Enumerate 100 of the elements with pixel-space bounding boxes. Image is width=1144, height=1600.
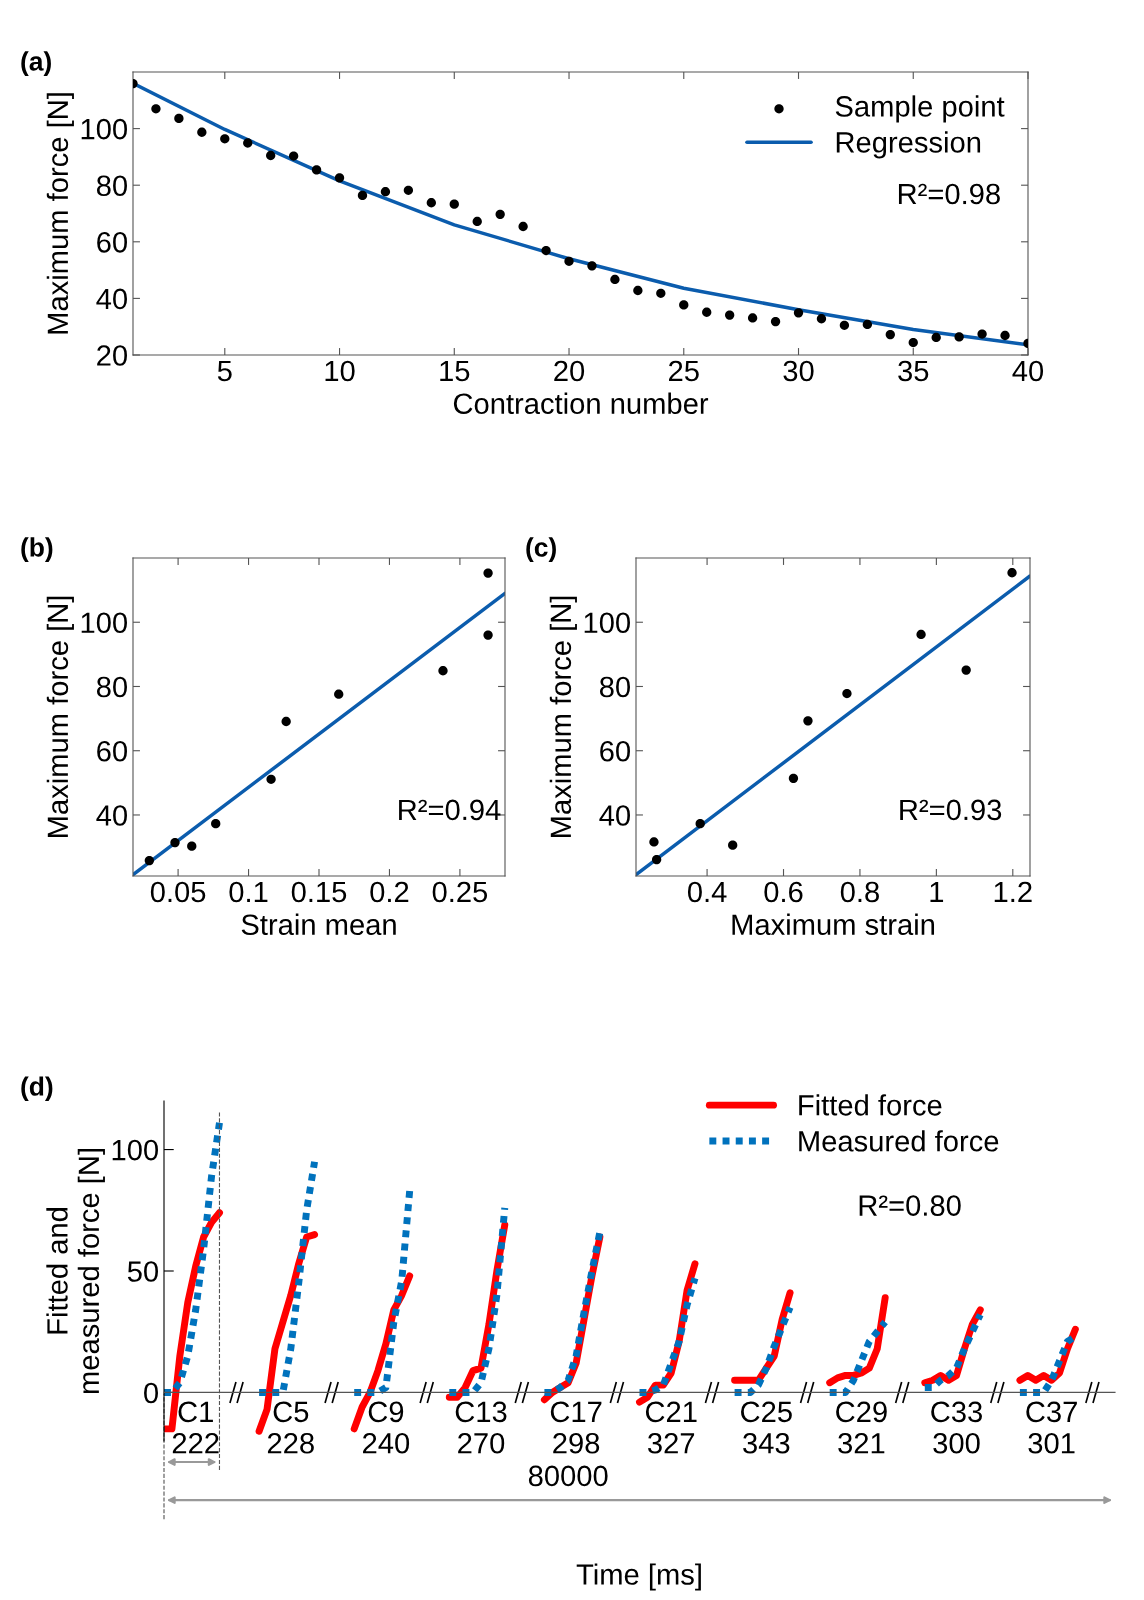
chart-title: (a) [21,51,51,76]
point [916,629,926,640]
y-tick-label: 50 [127,1261,158,1282]
legend-label: Sample point [835,95,1005,123]
x-tick-label: C9 240 [363,1401,410,1454]
point [1007,568,1017,578]
point [357,190,368,201]
point [495,209,505,220]
point [908,337,918,348]
y-tick-label: 80 [599,676,630,698]
y-tick-label: 20 [97,345,127,366]
legend-label: Fitted force [799,1094,942,1116]
x-tick-label: 5 [217,360,232,382]
x-tick-label: 35 [898,360,929,382]
point [220,134,230,144]
y-tick-label: 80 [96,676,127,698]
y-tick-label: 100 [584,612,630,634]
annotation: R²=0.80 [859,1195,961,1216]
point [334,173,345,183]
point [197,127,207,137]
legend-label: Regression [836,131,981,159]
y-tick-label: 100 [81,118,127,140]
point [885,329,895,340]
point [472,216,482,227]
x-tick-label: 1.2 [994,881,1032,902]
point [174,113,184,124]
point [587,261,597,271]
x-tick-label: 25 [669,360,699,382]
point [266,150,276,161]
point [449,199,459,209]
point [483,568,493,578]
chart-title: (d) [21,1076,53,1101]
x-axis-title: Time [ms] [576,1563,701,1591]
point [426,198,436,208]
y-axis-title: Maximum force [N] [46,596,74,837]
point [977,329,987,339]
point [788,773,799,784]
x-axis-title: Strain mean [241,913,396,936]
y-tick-label: 80 [96,175,127,197]
point [288,151,299,161]
point [211,818,221,829]
x-tick-label: 30 [783,360,814,382]
x-tick-label: C21 327 [645,1401,697,1454]
x-tick-label: C1 222 [172,1401,219,1454]
point [633,285,643,296]
point [187,841,197,851]
y-tick-label: 60 [97,232,127,253]
point [311,165,322,175]
annotation: R²=0.98 [898,183,1000,205]
point [816,314,827,324]
x-tick-label: C17 298 [550,1401,602,1454]
point [961,665,971,675]
point [151,104,161,114]
point [725,310,735,320]
chart-title: (b) [21,537,53,562]
point [770,316,781,327]
y-tick-label: 100 [112,1139,158,1161]
x-tick-label: 0.05 [150,881,206,903]
point [243,138,253,148]
x-tick-label: C37 301 [1026,1401,1077,1454]
point [564,256,574,266]
point [747,313,758,323]
x-tick-label: 15 [440,360,470,382]
point [651,854,662,865]
x-tick-label: C25 343 [741,1401,792,1454]
x-tick-label: 40 [1012,360,1044,382]
annotation: R²=0.93 [900,799,1002,821]
point [679,300,689,310]
y-axis-title: Maximum force [N] [46,93,74,334]
point [954,332,964,342]
point [483,630,493,640]
point [281,716,291,727]
x-tick-label: C29 321 [836,1401,887,1454]
point [839,320,850,330]
text: 80000 [528,1465,608,1487]
y-axis-title: Maximum force [N] [549,596,577,837]
x-tick-label: 0.15 [291,881,347,903]
x-tick-label: 10 [325,360,355,382]
point [702,307,712,317]
y-tick-label: 0 [144,1382,158,1404]
point [803,716,813,726]
y-tick-label: 60 [97,740,127,762]
annotation: R²=0.94 [399,799,501,821]
point [518,221,528,232]
x-tick-label: 0.1 [229,881,268,903]
legend-label: Measured force [799,1130,999,1152]
point [266,774,276,784]
y-tick-label: 40 [96,805,127,826]
y-tick-label: 40 [599,805,630,826]
y-tick-label: 40 [96,288,127,310]
x-tick-label: 0.4 [687,881,727,903]
point [438,666,448,676]
x-tick-label: C13 270 [455,1401,507,1454]
point [862,319,873,330]
point [695,818,705,829]
x-tick-label: 0.6 [764,881,803,903]
x-tick-label: 0.25 [432,881,488,903]
x-tick-label: 20 [554,360,585,382]
x-axis-title: Maximum strain [732,913,935,936]
x-tick-label: C33 300 [931,1401,982,1454]
